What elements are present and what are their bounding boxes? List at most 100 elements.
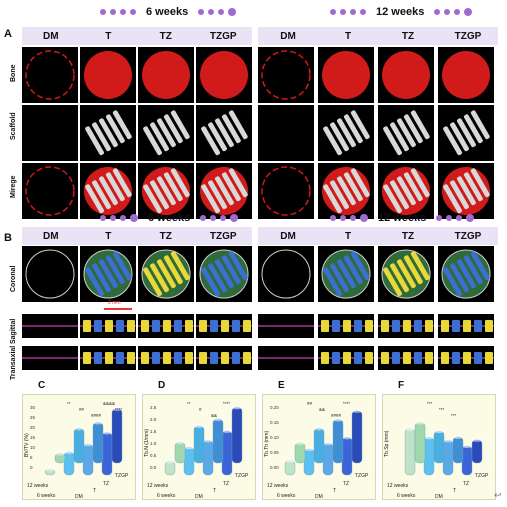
dot-icon xyxy=(464,8,473,16)
category-label: 6 weeks xyxy=(397,493,416,499)
bar xyxy=(284,460,296,476)
bar-top xyxy=(462,444,472,448)
y-tick-label: 5 xyxy=(30,455,33,460)
significance-label: *** xyxy=(451,413,457,418)
y-tick-label: 0.5 xyxy=(150,453,157,458)
dot-icon xyxy=(330,215,336,221)
category-label: 12 weeks xyxy=(27,483,49,489)
dot-icon xyxy=(198,9,205,15)
bar-top xyxy=(64,449,74,454)
significance-label: # xyxy=(199,407,202,412)
category-label: DM xyxy=(75,494,83,500)
micro-ct-image xyxy=(378,314,434,338)
micro-ct-image xyxy=(80,346,136,370)
category-label: DM xyxy=(435,494,443,500)
bar xyxy=(452,436,464,464)
bar xyxy=(423,437,435,476)
dot-icon xyxy=(330,9,336,15)
bar-top xyxy=(93,420,103,425)
dot-icon xyxy=(210,215,217,221)
title-6w-b: 6 weeks xyxy=(100,212,239,224)
bar-top xyxy=(333,417,343,422)
y-tick-label: 0.20 xyxy=(270,405,279,410)
bar-top xyxy=(184,445,194,450)
bar xyxy=(332,419,344,464)
dot-icon xyxy=(360,214,368,222)
dot-icon xyxy=(340,215,346,221)
group-label: T xyxy=(344,230,352,242)
micro-ct-image xyxy=(438,105,494,161)
category-label: TZGP xyxy=(475,473,489,479)
y-tick-label: 0.05 xyxy=(270,450,279,455)
micro-ct-image xyxy=(318,47,374,103)
dot-icon xyxy=(120,215,126,221)
bar xyxy=(183,446,195,476)
dot-icon xyxy=(120,9,126,15)
dot-icon xyxy=(230,214,239,222)
scale-bar xyxy=(104,308,132,310)
category-label: T xyxy=(453,488,457,494)
micro-ct-image xyxy=(318,246,374,302)
category-label: TZGP xyxy=(355,473,369,479)
bar-top xyxy=(203,438,213,443)
bar-chart-e: Tb.Th (mm) 0.00 0.05 0.10 0.15 0.20 ## && #### **… xyxy=(262,394,376,500)
y-tick-label: 30 xyxy=(30,405,36,410)
category-label: TZ xyxy=(223,481,230,487)
timepoint-label: 12 weeks xyxy=(376,6,425,18)
bar xyxy=(341,437,353,476)
bar xyxy=(193,425,205,464)
significance-label: **** xyxy=(115,407,122,412)
group-header-6w: DM T TZ TZGP xyxy=(22,27,252,45)
y-tick-label: 2.5 xyxy=(150,405,157,410)
bar xyxy=(63,451,75,476)
group-label: TZ xyxy=(159,230,172,242)
significance-label: ## xyxy=(307,401,313,406)
micro-ct-image xyxy=(438,314,494,338)
timepoint-label: 12 weeks xyxy=(378,212,427,224)
significance-label: **** xyxy=(343,401,350,406)
row-label-bone: Bone xyxy=(10,64,17,83)
bar-chart-d: Tb.N (1/mm) 0.0 0.5 1.0 1.5 2.0 2.5 ** # && **** 12… xyxy=(142,394,256,500)
panel-letter-c: C xyxy=(38,380,46,391)
y-tick-label: 1.0 xyxy=(150,441,157,446)
title-12w-b: 12 weeks xyxy=(330,212,475,224)
y-tick-label: 0.10 xyxy=(270,435,279,440)
panel-letter-d: D xyxy=(158,380,166,391)
dot-icon xyxy=(444,9,451,15)
group-label: TZGP xyxy=(209,230,237,242)
row-label-merge: Mirege xyxy=(10,175,17,198)
bar-top xyxy=(424,435,434,440)
category-label: 6 weeks xyxy=(37,493,56,499)
micro-ct-image xyxy=(22,163,78,219)
bar xyxy=(231,407,243,464)
y-tick-label: 25 xyxy=(30,415,36,420)
micro-ct-image xyxy=(258,163,314,219)
micro-ct-image xyxy=(196,246,252,302)
dot-icon xyxy=(110,215,116,221)
bar xyxy=(442,440,454,476)
group-label: DM xyxy=(42,230,59,242)
y-tick-label: 15 xyxy=(30,435,36,440)
micro-ct-image xyxy=(196,47,252,103)
group-label: TZ xyxy=(401,230,415,242)
micro-ct-image xyxy=(138,105,194,161)
category-label: TZGP xyxy=(235,473,249,479)
bar-top xyxy=(232,405,242,410)
bar xyxy=(471,439,483,464)
bar-top xyxy=(83,442,93,447)
scale-bar-label: 2 mm xyxy=(108,300,121,306)
dot-icon xyxy=(360,9,366,15)
bar-top xyxy=(352,408,362,413)
dot-icon xyxy=(110,9,116,15)
dot-icon xyxy=(446,215,453,221)
dot-icon xyxy=(130,214,138,222)
group-label: TZGP xyxy=(454,30,482,42)
bar-top xyxy=(314,426,324,431)
row-label-transaxial: Transaxial xyxy=(10,345,17,380)
title-12w-a: 12 weeks xyxy=(330,6,473,18)
bar xyxy=(202,440,214,476)
category-label: 6 weeks xyxy=(277,493,296,499)
bar xyxy=(404,428,416,476)
bar-top xyxy=(443,438,453,443)
micro-ct-image xyxy=(378,246,434,302)
